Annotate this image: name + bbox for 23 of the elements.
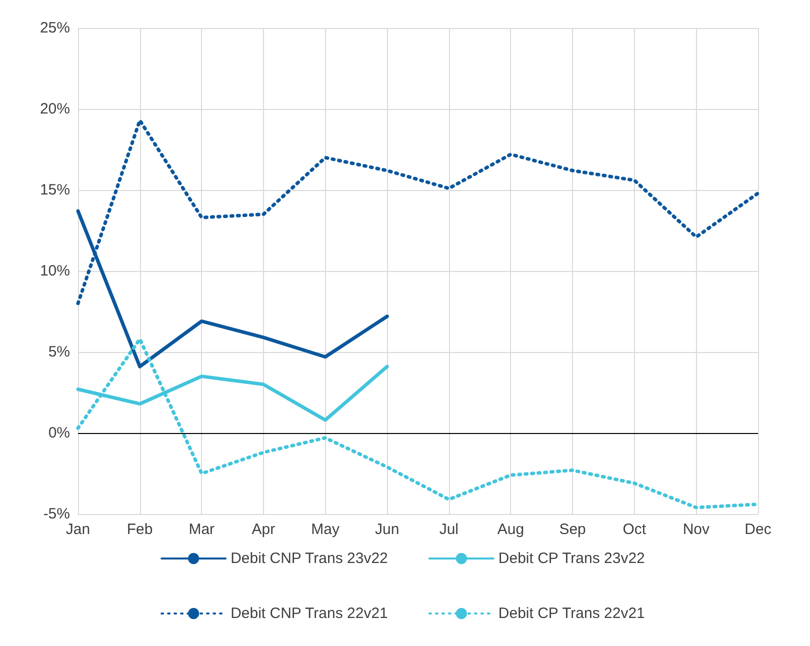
x-tick-label: Oct (622, 521, 647, 538)
x-tick-label: Sep (559, 521, 586, 538)
legend-label: Debit CNP Trans 22v21 (230, 605, 388, 622)
legend-label: Debit CP Trans 22v21 (498, 605, 645, 622)
x-tick-label: Aug (497, 521, 524, 538)
y-tick-label: 10% (40, 262, 70, 280)
x-tick-label: Apr (252, 521, 276, 538)
x-tick-label: Jan (66, 521, 90, 538)
y-tick-label: 20% (40, 100, 70, 118)
y-tick-label: 0% (48, 424, 70, 442)
y-tick-label: 5% (48, 344, 70, 360)
x-tick-label: Jul (439, 521, 459, 538)
x-tick-label: Jun (374, 521, 400, 538)
y-tick-label: 25% (40, 20, 70, 36)
legend-label: Debit CP Trans 23v22 (498, 550, 645, 567)
y-tick-label: -5% (43, 506, 70, 522)
x-tick-label: Mar (188, 521, 215, 538)
legend-label: Debit CNP Trans 23v22 (230, 550, 388, 567)
x-tick-label: Nov (682, 521, 710, 538)
x-tick-label: Feb (126, 521, 153, 538)
y-tick-label: 15% (40, 182, 70, 198)
x-tick-label: Dec (744, 521, 772, 538)
x-tick-label: May (311, 521, 340, 538)
